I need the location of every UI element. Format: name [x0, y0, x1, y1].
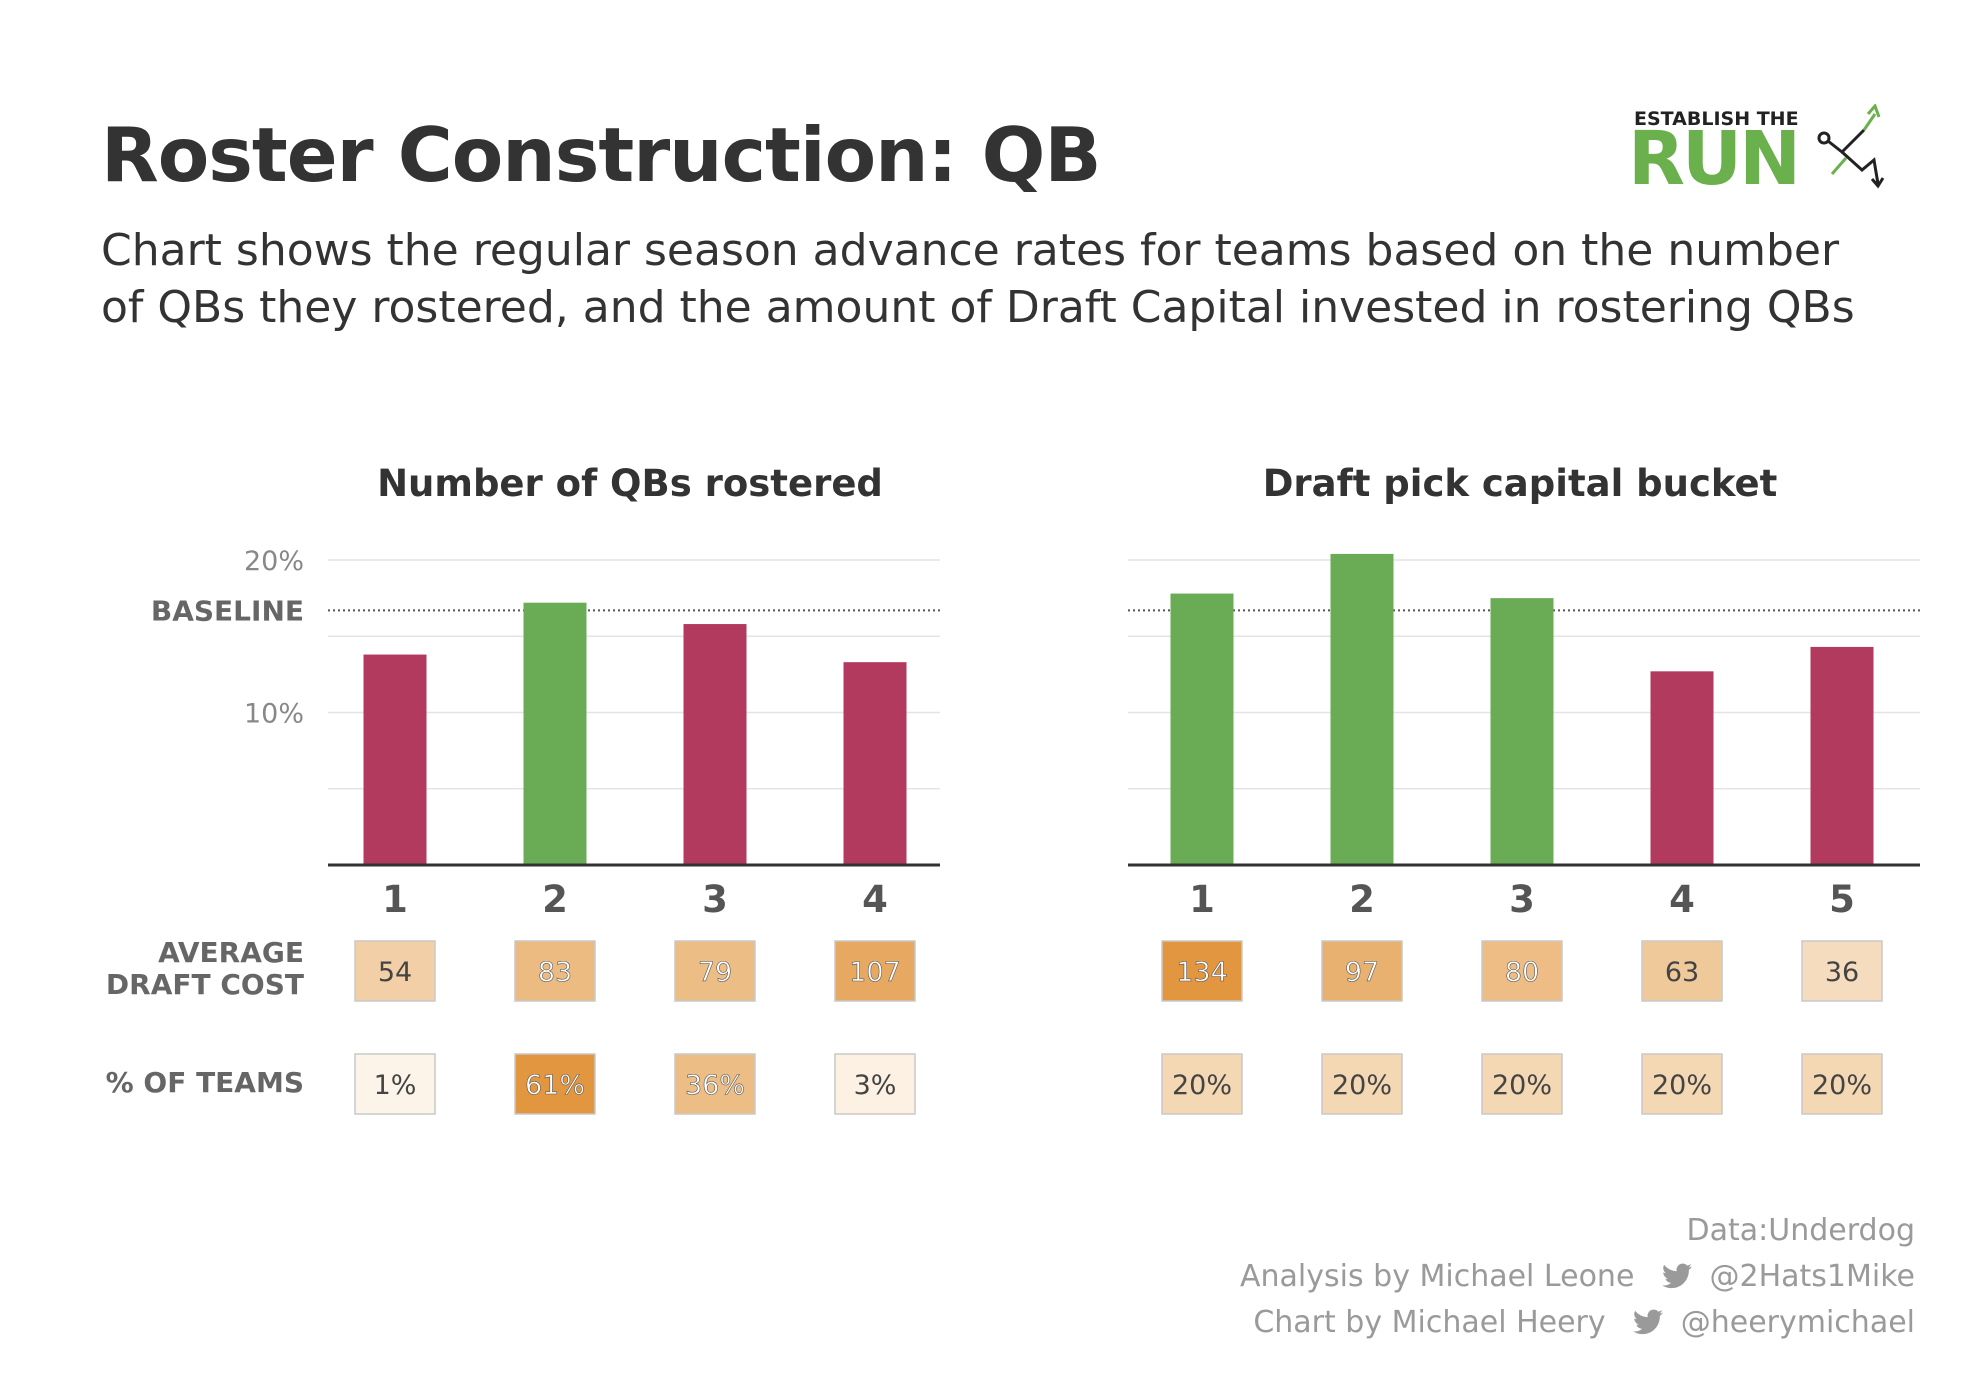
bar: [1330, 553, 1394, 865]
bar: [523, 602, 587, 865]
page-subtitle: Chart shows the regular season advance r…: [101, 225, 1855, 333]
chart-title: Number of QBs rostered: [377, 462, 883, 505]
baseline-label: BASELINE: [151, 594, 304, 627]
analysis-credit-line: Analysis by Michael Leone @2Hats1Mike: [1240, 1254, 1915, 1300]
team-share-value: 3%: [854, 1070, 897, 1101]
x-tick-label: 2: [1349, 878, 1375, 921]
draft-cost-value: 54: [378, 957, 412, 988]
team-share-value: 20%: [1332, 1070, 1392, 1101]
chart-by: Chart by Michael Heery: [1253, 1305, 1606, 1340]
draft-cost-value: 97: [1345, 957, 1379, 988]
draft-cost-cell: [514, 940, 596, 1002]
twitter-bird-icon: [1661, 1263, 1692, 1289]
team-share-cell: [674, 1053, 756, 1115]
team-share-cell: [1481, 1053, 1563, 1115]
x-tick-label: 1: [1189, 878, 1215, 921]
twitter-bird-icon: [1633, 1309, 1664, 1335]
bar: [683, 624, 747, 865]
draft-cost-cell: [1641, 940, 1723, 1002]
team-share-value: 61%: [525, 1070, 585, 1101]
y-tick-label: 20%: [244, 546, 304, 577]
team-share-value: 20%: [1652, 1070, 1712, 1101]
bar: [843, 662, 907, 865]
data-source: Data:Underdog: [1686, 1213, 1915, 1248]
draft-cost-value: 83: [538, 957, 572, 988]
bar: [1650, 671, 1714, 865]
x-tick-label: 5: [1829, 878, 1855, 921]
page-title: Roster Construction: QB: [101, 111, 1102, 199]
bar: [1170, 593, 1234, 865]
team-share-cell: [1641, 1053, 1723, 1115]
draft-cost-value: 80: [1505, 957, 1539, 988]
x-tick-label: 3: [1509, 878, 1535, 921]
team-share-value: 20%: [1812, 1070, 1872, 1101]
x-tick-label: 4: [862, 878, 888, 921]
chart-handle[interactable]: @heerymichael: [1680, 1305, 1915, 1340]
team-share-value: 20%: [1492, 1070, 1552, 1101]
draft-cost-cell: [674, 940, 756, 1002]
team-share-cell: [1321, 1053, 1403, 1115]
credits: Data:Underdog Analysis by Michael Leone …: [1240, 1208, 1915, 1346]
row-label-line-2: DRAFT COST: [106, 968, 304, 1001]
team-share-cell: [354, 1053, 436, 1115]
data-source-line: Data:Underdog: [1240, 1208, 1915, 1254]
bar: [363, 654, 427, 865]
analysis-by: Analysis by Michael Leone: [1240, 1259, 1635, 1294]
logo-main-text: RUN: [1628, 116, 1801, 202]
team-share-cell: [1801, 1053, 1883, 1115]
team-share-value: 36%: [685, 1070, 745, 1101]
x-tick-label: 4: [1669, 878, 1695, 921]
draft-cost-value: 63: [1665, 957, 1699, 988]
draft-cost-value: 79: [698, 957, 732, 988]
draft-cost-value: 134: [1176, 957, 1228, 988]
y-tick-label: 10%: [244, 699, 304, 730]
analysis-handle[interactable]: @2Hats1Mike: [1709, 1259, 1916, 1294]
draft-cost-cell: [1801, 940, 1883, 1002]
team-share-value: 1%: [374, 1070, 417, 1101]
team-share-value: 20%: [1172, 1070, 1232, 1101]
row-label-line-1: AVERAGE: [158, 936, 304, 969]
chart-credit-line: Chart by Michael Heery @heerymichael: [1240, 1300, 1915, 1346]
draft-cost-cell: [1321, 940, 1403, 1002]
draft-cost-cell: [834, 940, 916, 1002]
team-share-cell: [514, 1053, 596, 1115]
x-tick-label: 2: [542, 878, 568, 921]
x-tick-label: 3: [702, 878, 728, 921]
team-share-cell: [834, 1053, 916, 1115]
logo-top-text: ESTABLISH THE: [1634, 108, 1799, 130]
x-tick-label: 1: [382, 878, 408, 921]
bar: [1810, 646, 1874, 865]
draft-cost-value: 107: [849, 957, 901, 988]
row-label: % OF TEAMS: [106, 1066, 304, 1099]
draft-cost-value: 36: [1825, 957, 1859, 988]
draft-cost-cell: [354, 940, 436, 1002]
chart-title: Draft pick capital bucket: [1263, 462, 1778, 505]
draft-cost-cell: [1161, 940, 1243, 1002]
play-route-arrow-icon: [1817, 104, 1885, 189]
establish-the-run-logo: ESTABLISH THE RUN: [1628, 104, 1894, 204]
team-share-cell: [1161, 1053, 1243, 1115]
bar: [1490, 598, 1554, 865]
draft-cost-cell: [1481, 940, 1563, 1002]
